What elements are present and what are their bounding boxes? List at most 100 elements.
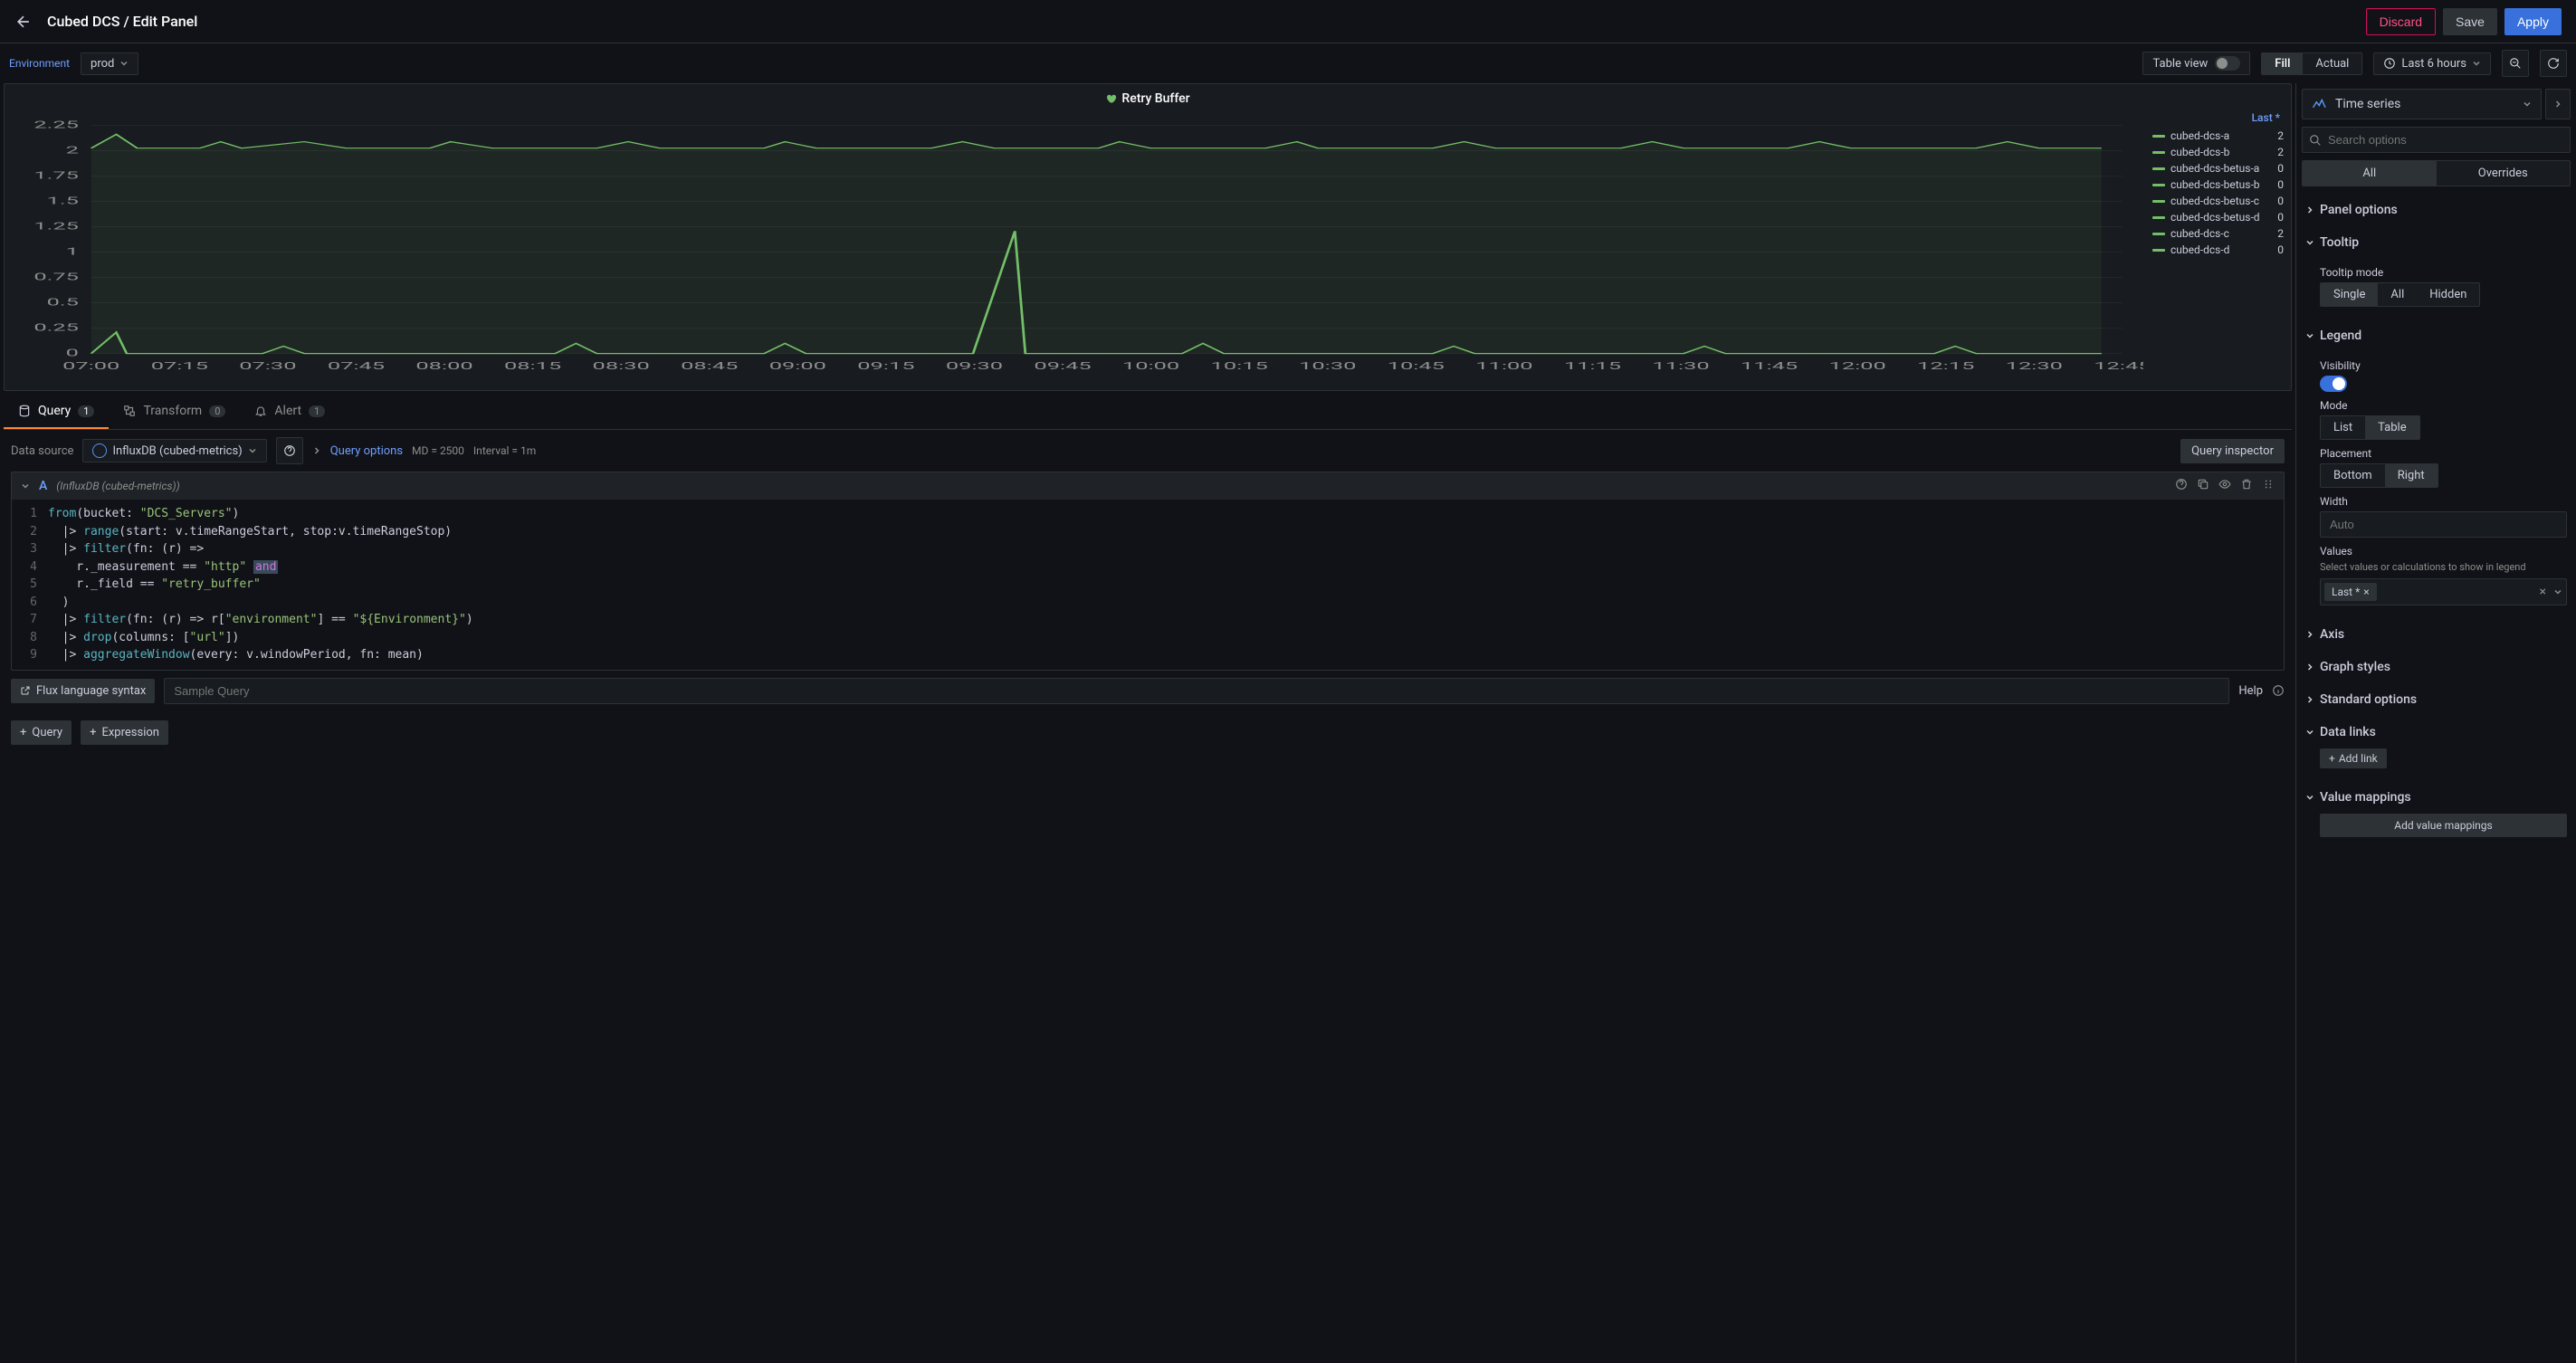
placement-bottom[interactable]: Bottom	[2321, 464, 2385, 487]
drag-query-icon[interactable]	[2262, 478, 2275, 494]
svg-text:0.75: 0.75	[33, 271, 78, 282]
chevron-right-icon	[2305, 205, 2314, 214]
svg-text:07:45: 07:45	[328, 360, 385, 372]
legend-mode-group[interactable]: List Table	[2320, 415, 2420, 440]
data-source-label: Data source	[11, 444, 73, 458]
legend-row[interactable]: cubed-dcs-betus-b 0	[2152, 176, 2284, 193]
svg-text:1: 1	[66, 245, 79, 257]
query-help-icon[interactable]	[2175, 478, 2188, 494]
legend-row[interactable]: cubed-dcs-d 0	[2152, 242, 2284, 258]
chevron-down-icon[interactable]	[2553, 587, 2562, 596]
environment-label: Environment	[9, 57, 70, 70]
query-row-header[interactable]: A (InfluxDB (cubed-metrics))	[12, 472, 2284, 500]
legend-series-value: 0	[2269, 162, 2284, 175]
search-icon	[2309, 134, 2322, 147]
help-link[interactable]: Help	[2238, 684, 2263, 698]
legend-placement-group[interactable]: Bottom Right	[2320, 463, 2438, 488]
add-link-button[interactable]: + Add link	[2320, 748, 2387, 768]
query-md: MD = 2500	[412, 444, 464, 457]
chart-plot: 2.2521.751.51.2510.750.50.250 07:0007:15…	[12, 111, 2143, 374]
section-standard-options[interactable]: Standard options	[2305, 687, 2567, 712]
svg-text:2: 2	[66, 144, 79, 156]
legend-series-name: cubed-dcs-c	[2171, 227, 2264, 240]
legend-row[interactable]: cubed-dcs-a 2	[2152, 128, 2284, 144]
tab-alert[interactable]: Alert 1	[240, 395, 339, 429]
section-legend[interactable]: Legend	[2305, 323, 2567, 348]
search-options-input[interactable]	[2302, 127, 2571, 153]
sidebar-collapse-button[interactable]	[2545, 89, 2571, 119]
section-graph-styles[interactable]: Graph styles	[2305, 654, 2567, 680]
sample-query-input[interactable]	[164, 678, 2229, 704]
legend-row[interactable]: cubed-dcs-betus-d 0	[2152, 209, 2284, 225]
add-expression-button[interactable]: + Expression	[81, 720, 168, 745]
query-options-link[interactable]: Query options	[330, 444, 403, 458]
tooltip-single[interactable]: Single	[2321, 283, 2378, 306]
clear-all-icon[interactable]: ×	[2536, 585, 2550, 599]
add-value-mappings-button[interactable]: Add value mappings	[2320, 814, 2567, 837]
back-arrow-icon[interactable]	[14, 13, 33, 31]
zoom-out-button[interactable]	[2502, 50, 2529, 77]
query-inspector-button[interactable]: Query inspector	[2180, 439, 2285, 463]
query-letter: A	[39, 479, 47, 493]
legend-header[interactable]: Last *	[2152, 111, 2284, 124]
values-chip[interactable]: Last * ×	[2324, 583, 2377, 601]
legend-series-name: cubed-dcs-a	[2171, 129, 2264, 142]
mode-table[interactable]: Table	[2365, 416, 2419, 439]
tooltip-all[interactable]: All	[2378, 283, 2417, 306]
tab-query[interactable]: Query 1	[4, 395, 109, 429]
all-tab[interactable]: All	[2303, 161, 2437, 186]
bell-icon	[254, 405, 267, 417]
section-tooltip[interactable]: Tooltip	[2305, 230, 2567, 255]
legend-row[interactable]: cubed-dcs-b 2	[2152, 144, 2284, 160]
chip-remove-icon[interactable]: ×	[2363, 586, 2369, 598]
visibility-toggle[interactable]	[2320, 376, 2347, 392]
chevron-right-icon	[2305, 662, 2314, 672]
refresh-button[interactable]	[2540, 50, 2567, 77]
toggle-query-icon[interactable]	[2218, 478, 2231, 494]
section-panel-options[interactable]: Panel options	[2305, 197, 2567, 223]
fill-option[interactable]: Fill	[2262, 53, 2303, 74]
all-overrides-toggle[interactable]: All Overrides	[2302, 160, 2571, 186]
toggle-off-icon	[2215, 56, 2240, 71]
chart-legend: Last * cubed-dcs-a 2 cubed-dcs-b 2 cubed…	[2143, 111, 2284, 374]
discard-button[interactable]: Discard	[2366, 8, 2436, 35]
svg-text:0.25: 0.25	[33, 321, 78, 333]
legend-row[interactable]: cubed-dcs-betus-a 0	[2152, 160, 2284, 176]
plus-icon: +	[2329, 752, 2335, 765]
section-value-mappings[interactable]: Value mappings	[2305, 785, 2567, 810]
tooltip-mode-group[interactable]: Single All Hidden	[2320, 282, 2480, 307]
visualization-picker[interactable]: Time series	[2302, 89, 2542, 119]
data-source-select[interactable]: InfluxDB (cubed-metrics)	[82, 439, 266, 462]
legend-row[interactable]: cubed-dcs-c 2	[2152, 225, 2284, 242]
legend-row[interactable]: cubed-dcs-betus-c 0	[2152, 193, 2284, 209]
save-button[interactable]: Save	[2443, 8, 2497, 35]
apply-button[interactable]: Apply	[2504, 8, 2562, 35]
data-source-help-button[interactable]	[276, 437, 303, 464]
width-input[interactable]	[2320, 511, 2567, 538]
actual-option[interactable]: Actual	[2303, 53, 2361, 74]
code-editor[interactable]: 123456789 from(bucket: "DCS_Servers") |>…	[12, 500, 2284, 670]
chevron-right-icon[interactable]	[312, 446, 321, 455]
svg-text:11:45: 11:45	[1741, 360, 1798, 372]
mode-list[interactable]: List	[2321, 416, 2365, 439]
tab-transform-count: 0	[209, 405, 225, 417]
time-range-picker[interactable]: Last 6 hours	[2373, 52, 2491, 75]
section-axis[interactable]: Axis	[2305, 622, 2567, 647]
section-data-links[interactable]: Data links	[2305, 720, 2567, 745]
values-chip-input[interactable]: Last * × ×	[2320, 578, 2567, 605]
tab-transform[interactable]: Transform 0	[109, 395, 240, 429]
placement-right[interactable]: Right	[2385, 464, 2438, 487]
overrides-tab[interactable]: Overrides	[2437, 161, 2571, 186]
breadcrumb: Cubed DCS / Edit Panel	[47, 13, 2366, 30]
delete-query-icon[interactable]	[2240, 478, 2253, 494]
add-query-button[interactable]: + Query	[11, 720, 72, 745]
fill-actual-toggle[interactable]: Fill Actual	[2261, 52, 2362, 75]
flux-syntax-button[interactable]: Flux language syntax	[11, 679, 155, 703]
chevron-down-icon	[2523, 100, 2532, 109]
duplicate-query-icon[interactable]	[2197, 478, 2209, 494]
tooltip-hidden[interactable]: Hidden	[2417, 283, 2479, 306]
table-view-toggle[interactable]: Table view	[2142, 52, 2250, 75]
environment-select[interactable]: prod	[81, 52, 138, 75]
svg-text:1.25: 1.25	[33, 220, 78, 232]
info-icon[interactable]	[2272, 684, 2285, 697]
